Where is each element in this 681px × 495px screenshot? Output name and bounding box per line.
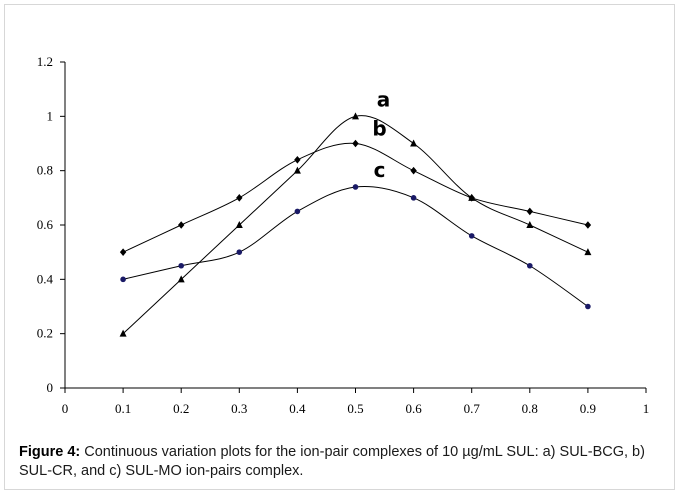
series-a-label: a (377, 87, 391, 111)
series-c-point (585, 303, 591, 310)
series-c-point (178, 262, 184, 269)
series-a-point (119, 329, 127, 337)
chart-series: abc (119, 87, 592, 337)
x-tick-label: 0.7 (464, 401, 481, 416)
x-tick-label: 0.8 (522, 401, 538, 416)
x-tick-label: 0.6 (405, 401, 422, 416)
y-tick-label: 0.2 (37, 326, 53, 341)
x-tick-label: 1 (643, 401, 650, 416)
series-c-point (468, 233, 475, 239)
series-b: b (119, 117, 592, 256)
series-a-point (526, 221, 534, 228)
y-tick-label: 0 (47, 380, 54, 395)
x-tick-label: 0.5 (347, 401, 363, 416)
series-c-point (294, 208, 301, 215)
series-a-point (352, 112, 359, 120)
series-b-point (352, 139, 359, 148)
series-a-point (177, 275, 185, 283)
series-a-line (122, 115, 589, 335)
x-tick-label: 0.3 (231, 401, 247, 416)
series-c-point (352, 184, 359, 190)
figure-caption-text: Continuous variation plots for the ion-p… (19, 444, 645, 479)
series-b-line (122, 142, 589, 253)
series-c-line (122, 185, 589, 307)
series-a-point (293, 166, 301, 174)
figure-caption: Figure 4: Continuous variation plots for… (19, 443, 669, 481)
line-chart: 0 0.1 0.2 0.3 0.4 0.5 0.6 0.7 0.8 0.9 1 0 0.2 0.4 0.6 0… (37, 54, 650, 416)
chart-axes: 0 0.1 0.2 0.3 0.4 0.5 0.6 0.7 0.8 0.9 1 0 0.2 0.4 0.6 0… (37, 54, 650, 416)
x-tick-label: 0.1 (115, 401, 131, 416)
series-a-point (584, 248, 592, 256)
series-a-point (410, 139, 418, 147)
x-tick-label: 0.2 (173, 401, 189, 416)
series-b-point (178, 221, 185, 229)
series-b-point (468, 194, 475, 202)
series-b-point (119, 248, 127, 256)
series-b-point (294, 156, 301, 164)
series-c-label: c (374, 158, 386, 182)
x-tick-label: 0.4 (289, 401, 306, 416)
y-tick-label: 0.4 (37, 271, 54, 286)
series-b-point (410, 166, 417, 175)
figure-caption-label: Figure 4: (19, 444, 81, 460)
series-c-point (527, 262, 533, 269)
series-b-label: b (372, 117, 386, 141)
y-tick-label: 0.6 (37, 217, 54, 232)
x-tick-label: 0 (62, 401, 69, 416)
series-b-point (526, 207, 533, 216)
series-a: a (119, 87, 592, 337)
y-tick-label: 1.2 (37, 54, 53, 69)
series-a-point (235, 221, 243, 228)
figure-frame: 0 0.1 0.2 0.3 0.4 0.5 0.6 0.7 0.8 0.9 1 0 0.2 0.4 0.6 0… (4, 4, 675, 490)
series-c: c (120, 158, 591, 310)
series-b-point (584, 221, 592, 229)
y-tick-label: 1 (47, 108, 54, 123)
series-c-point (120, 276, 126, 283)
y-tick-label: 0.8 (37, 163, 53, 178)
series-c-point (410, 195, 417, 201)
series-c-point (236, 249, 243, 255)
series-b-point (236, 194, 243, 202)
x-tick-label: 0.9 (580, 401, 596, 416)
